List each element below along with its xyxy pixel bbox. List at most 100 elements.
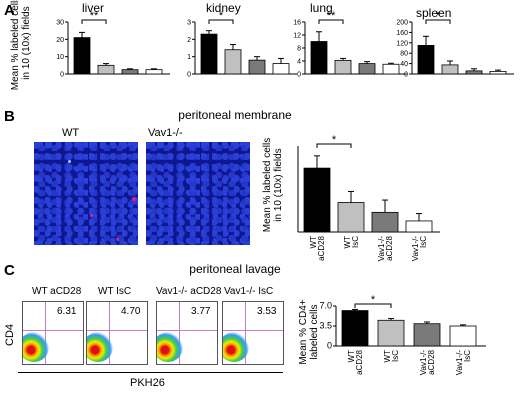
panel-b-title: peritoneal membrane: [178, 108, 292, 122]
b-x-label-4: Vav1-/-IsC: [411, 236, 428, 262]
flow-value-2: 4.70: [121, 306, 141, 317]
c-sig-bracket: [354, 303, 392, 308]
b-x-label-3: Vav1-/-aCD28: [377, 235, 394, 261]
a-spleen-tick-label: 80: [400, 51, 408, 58]
panel-b-ylabel-line1: Mean % labeled cells: [262, 137, 273, 233]
a-liver-tick-label: 30: [56, 20, 64, 27]
a-liver-tick-label: 0: [60, 72, 64, 79]
b-sig-bracket: [316, 143, 352, 148]
micrograph-vav1: [146, 142, 250, 245]
a-lung-bar-2: [334, 59, 352, 75]
a-liver-bar-4: [145, 69, 163, 75]
flow-value-3: 3.77: [191, 306, 211, 317]
chart-title-spleen: spleen: [416, 6, 452, 20]
c-tick-label: 0: [327, 341, 332, 351]
a-lung-tick-label: 12: [293, 33, 301, 40]
c-bar-1: [341, 310, 369, 347]
chart-title-kidney: kidney: [206, 1, 241, 15]
a-lung-tick-label: 4: [297, 59, 301, 66]
c-x-label-3: Vav1-/-aCD28: [419, 349, 436, 375]
panel-c-ylabel-line1: Mean % CD4+: [298, 299, 309, 365]
flow-label-1: WT aCD28: [32, 286, 82, 297]
a-liver-tick-label: 20: [56, 37, 64, 44]
a-kidney-tick-label: 1: [187, 54, 191, 61]
a-spleen-tick-label: 160: [396, 30, 408, 37]
a-liver-sig-label: **: [90, 10, 99, 22]
a-kidney-tick-label: 2: [187, 37, 191, 44]
panel-b-ylabel-line2: in 10 (10x) fields: [273, 148, 284, 222]
flow-value-1: 6.31: [57, 306, 77, 317]
a-liver-tick-label: 10: [56, 54, 64, 61]
flow-label-2: WT IsC: [98, 286, 132, 297]
c-bar-3: [413, 323, 441, 347]
panel-c-chart: 7.0 3.5 0 * WTaCD28 WTIsC Vav1-/-aCD28 Vav1-/-I…: [319, 294, 486, 375]
c-tick-label: 3.5: [319, 321, 332, 331]
a-kidney-sig-bracket: [208, 19, 234, 24]
panel-letter-a: A: [4, 2, 15, 19]
flow-value-4: 3.53: [257, 306, 277, 317]
a-kidney-bar-4: [272, 63, 290, 75]
flow-y-axis-label: CD4: [4, 323, 16, 346]
flow-x-axis-label: PKH26: [130, 377, 165, 389]
b-bar-3: [371, 211, 399, 233]
panel-b-chart: * WTaCD28 WTIsC Vav1-/-aCD28 Vav1-/-IsC: [297, 134, 440, 262]
flow-label-4: Vav1-/- IsC: [224, 286, 274, 297]
flow-plot-2: 4.70: [86, 301, 148, 365]
a-spleen-tick-label: 40: [400, 61, 408, 68]
flow-x-axis-line: [18, 372, 283, 373]
b-bar-4: [405, 220, 433, 233]
a-spleen-bar-2: [441, 64, 459, 75]
panel-letter-c: C: [4, 262, 15, 279]
a-lung-bar-1: [310, 41, 328, 75]
a-lung-tick-label: 16: [293, 20, 301, 27]
c-sig-label: *: [371, 294, 376, 306]
a-kidney-bar-1: [200, 33, 218, 75]
cell-spot: [68, 160, 71, 163]
panel-b-ylabel: Mean % labeled cells in 10 (10x) fields: [262, 120, 284, 250]
panel-c-title: peritoneal lavage: [189, 262, 281, 276]
b-bar-1: [303, 167, 331, 233]
c-x-label-2: WTIsC: [383, 350, 400, 363]
c-x-label-1: WTaCD28: [347, 349, 364, 374]
a-kidney-bar-3: [248, 59, 266, 75]
a-lung-sig-label: **: [327, 10, 336, 22]
a-liver-sig-bracket: [81, 19, 107, 24]
c-bar-4: [449, 325, 477, 347]
b-sig-label: *: [332, 134, 337, 146]
c-x-label-4: Vav1-/-IsC: [455, 350, 472, 376]
a-lung-bar-3: [358, 63, 376, 75]
c-bar-2: [377, 319, 405, 347]
a-spleen-bar-1: [417, 45, 435, 75]
labeled-cell-spot: [132, 197, 136, 201]
b-x-label-2: WTIsC: [343, 236, 360, 249]
a-lung-bar-4: [382, 63, 400, 75]
flow-plot-4: 3.53: [222, 301, 284, 365]
flow-plot-1: 6.31: [22, 301, 84, 365]
a-liver-bar-3: [121, 69, 139, 75]
panel-c-ylabel-line2: labeled cells: [309, 304, 320, 360]
flow-plot-3: 3.77: [156, 301, 218, 365]
a-lung-sig-bracket: [318, 19, 344, 24]
a-kidney-bar-2: [224, 49, 242, 75]
a-liver-bar-1: [73, 37, 91, 75]
a-lung-tick-label: 0: [297, 72, 301, 79]
a-kidney-sig-label: *: [219, 10, 224, 22]
a-spleen-bar-3: [465, 70, 483, 75]
a-spleen-sig-bracket: [425, 19, 451, 24]
labeled-cell-spot: [116, 238, 119, 241]
b-x-label-1: WTaCD28: [309, 235, 326, 260]
c-tick-label: 7.0: [319, 301, 332, 311]
a-liver-bar-2: [97, 64, 115, 75]
flow-label-3: Vav1-/- aCD28: [156, 286, 222, 297]
a-kidney-tick-label: 3: [187, 20, 191, 27]
micro-label-vav1: Vav1-/-: [148, 127, 183, 139]
b-bar-2: [337, 202, 365, 233]
a-spleen-tick-label: 120: [396, 40, 408, 47]
a-spleen-tick-label: 0: [404, 72, 408, 79]
chart-title-liver: liver: [82, 1, 105, 15]
panel-c-ylabel: Mean % CD4+ labeled cells: [298, 282, 320, 382]
a-lung-tick-label: 8: [297, 46, 301, 53]
micrograph-wt: [34, 142, 138, 245]
